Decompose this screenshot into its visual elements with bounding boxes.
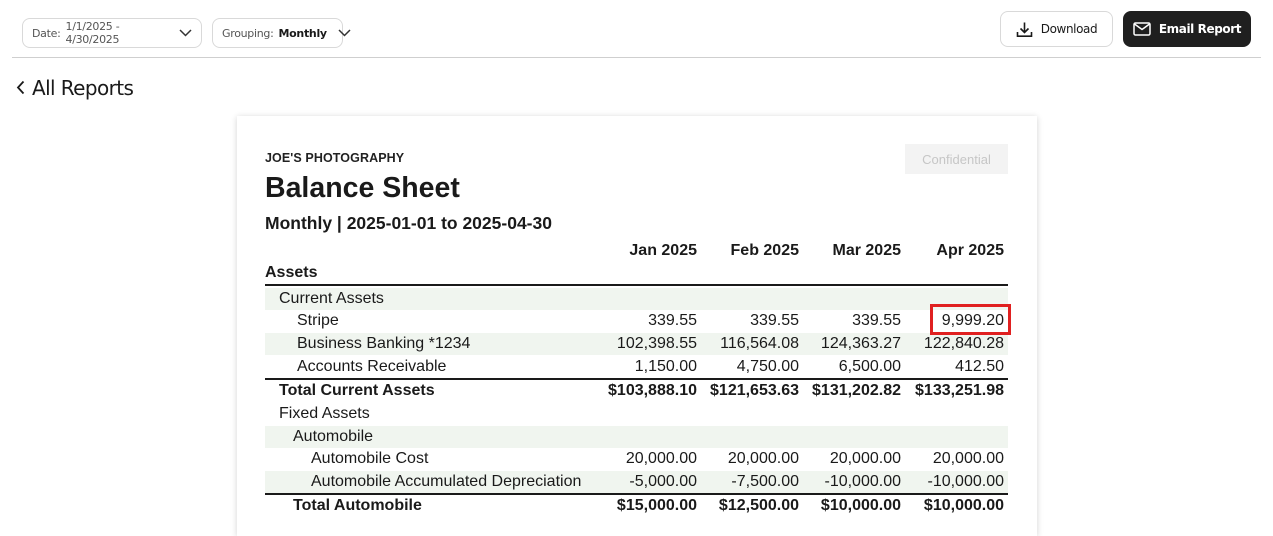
row-label: Total Automobile <box>293 497 422 514</box>
row-label: Accounts Receivable <box>297 358 447 375</box>
group-row-current-assets: Current Assets <box>265 288 1008 310</box>
download-button[interactable]: Download <box>1000 11 1113 47</box>
section-divider <box>265 284 1008 286</box>
grouping-select[interactable]: Grouping: Monthly <box>212 18 351 48</box>
confidential-badge: Confidential <box>905 144 1008 174</box>
cell-value: 1,150.00 <box>634 358 697 375</box>
table-row: Business Banking *1234 102,398.55 116,56… <box>265 333 1008 355</box>
cell-value: $103,888.10 <box>608 382 697 399</box>
cell-value: 124,363.27 <box>820 335 901 352</box>
row-label: Fixed Assets <box>279 405 370 422</box>
report-subtitle: Monthly | 2025-01-01 to 2025-04-30 <box>265 213 552 233</box>
total-divider <box>265 378 1008 380</box>
cell-value: $121,653.63 <box>710 382 799 399</box>
cell-value: 4,750.00 <box>736 358 799 375</box>
table-row: Automobile Cost 20,000.00 20,000.00 20,0… <box>265 448 1008 470</box>
row-label: Business Banking *1234 <box>297 335 471 352</box>
cell-value: -5,000.00 <box>629 473 697 490</box>
balance-sheet-report: JOE'S PHOTOGRAPHY Confidential Balance S… <box>237 116 1037 536</box>
total-divider <box>265 493 1008 495</box>
cell-value: 339.55 <box>648 312 697 329</box>
total-row-current-assets: Total Current Assets $103,888.10 $121,65… <box>265 378 1008 400</box>
table-row: Stripe 339.55 339.55 339.55 9,999.20 <box>265 310 1008 332</box>
cell-value: 116,564.08 <box>720 335 799 352</box>
download-button-label: Download <box>1040 22 1098 36</box>
grouping-value: Monthly <box>278 26 328 40</box>
company-name: JOE'S PHOTOGRAPHY <box>265 151 405 165</box>
group-row-fixed-assets: Fixed Assets <box>265 403 1008 425</box>
row-label: Automobile <box>293 428 374 445</box>
all-reports-label: All Reports <box>32 76 134 100</box>
highlight-box <box>930 304 1011 335</box>
grouping-label: Grouping: <box>222 26 274 40</box>
cell-value: $10,000.00 <box>923 497 1004 514</box>
cell-value: $15,000.00 <box>616 497 697 514</box>
cell-value: 339.55 <box>852 312 901 329</box>
cell-value: -10,000.00 <box>824 473 901 490</box>
chevron-down-icon <box>179 29 192 37</box>
date-range-select[interactable]: Date: 1/1/2025 - 4/30/2025 <box>22 18 202 48</box>
cell-value: $133,251.98 <box>915 382 1004 399</box>
column-header-month: Mar 2025 <box>832 242 902 259</box>
chevron-down-icon <box>338 29 351 37</box>
download-icon <box>1016 21 1033 38</box>
row-label: Total Current Assets <box>279 382 435 399</box>
cell-value: 339.55 <box>750 312 799 329</box>
section-heading-assets: Assets <box>265 264 318 281</box>
cell-value: -10,000.00 <box>927 473 1004 490</box>
all-reports-link[interactable]: All Reports <box>16 75 134 101</box>
total-row-automobile: Total Automobile $15,000.00 $12,500.00 $… <box>265 493 1008 515</box>
cell-value: 412.50 <box>955 358 1004 375</box>
date-range-label: Date: <box>32 26 61 40</box>
cell-value: 20,000.00 <box>625 450 697 467</box>
cell-value: $10,000.00 <box>820 497 901 514</box>
cell-value: $12,500.00 <box>718 497 799 514</box>
cell-value: 102,398.55 <box>616 335 697 352</box>
cell-value: 6,500.00 <box>838 358 901 375</box>
column-header-month: Apr 2025 <box>936 242 1004 259</box>
report-title: Balance Sheet <box>265 172 460 204</box>
column-header-month: Jan 2025 <box>629 242 697 259</box>
toolbar-divider <box>12 57 1261 58</box>
column-header-month: Feb 2025 <box>730 242 799 259</box>
mail-icon <box>1133 22 1151 36</box>
cell-value: 20,000.00 <box>727 450 799 467</box>
report-toolbar: Date: 1/1/2025 - 4/30/2025 Grouping: Mon… <box>0 0 1273 58</box>
cell-value: -7,500.00 <box>731 473 799 490</box>
row-label: Current Assets <box>279 290 384 307</box>
table-row: Accounts Receivable 1,150.00 4,750.00 6,… <box>265 356 1008 378</box>
chevron-left-icon <box>16 76 25 100</box>
row-label: Automobile Accumulated Depreciation <box>311 473 582 490</box>
row-label: Stripe <box>297 312 339 329</box>
cell-value: 122,840.28 <box>923 335 1004 352</box>
email-report-button-label: Email Report <box>1158 22 1242 36</box>
cell-value: 20,000.00 <box>829 450 901 467</box>
cell-value: 20,000.00 <box>932 450 1004 467</box>
group-row-automobile: Automobile <box>265 426 1008 448</box>
cell-value: 9,999.20 <box>941 312 1004 329</box>
email-report-button[interactable]: Email Report <box>1123 11 1251 47</box>
row-label: Automobile Cost <box>311 450 429 467</box>
cell-value: $131,202.82 <box>812 382 901 399</box>
table-row: Automobile Accumulated Depreciation -5,0… <box>265 471 1008 493</box>
date-range-value: 1/1/2025 - 4/30/2025 <box>65 20 120 46</box>
